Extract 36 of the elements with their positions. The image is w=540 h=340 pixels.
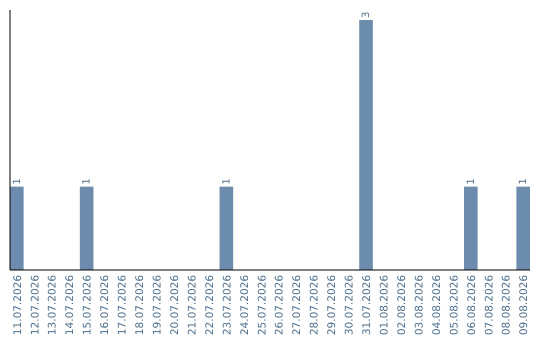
x-tick-label: 22.07.2026 xyxy=(204,274,216,336)
x-tick-label: 28.07.2026 xyxy=(308,274,321,336)
data-label: 1 xyxy=(221,178,232,185)
x-tick-label: 14.07.2026 xyxy=(64,274,76,336)
x-tick-label: 29.07.2026 xyxy=(326,274,338,336)
x-tick-label: 27.07.2026 xyxy=(291,274,304,336)
x-tick-label: 16.07.2026 xyxy=(99,274,112,336)
x-tick-label: 20.07.2026 xyxy=(168,274,181,336)
x-tick-label: 21.07.2026 xyxy=(186,274,198,336)
x-tick-label: 11.07.2026 xyxy=(12,274,24,336)
x-tick-label: 02.08.2026 xyxy=(396,274,408,336)
x-tick-label: 03.08.2026 xyxy=(413,274,426,336)
x-tick-label: 31.07.2026 xyxy=(361,274,374,336)
data-label: 1 xyxy=(12,178,23,185)
data-label: 1 xyxy=(518,178,530,185)
x-tick-label: 08.08.2026 xyxy=(500,274,513,336)
x-tick-label: 06.08.2026 xyxy=(466,274,478,336)
data-label: 3 xyxy=(361,12,372,18)
x-tick-label: 23.07.2026 xyxy=(221,274,234,336)
x-tick-label: 15.07.2026 xyxy=(82,274,94,336)
x-tick-label: 26.07.2026 xyxy=(274,274,286,336)
x-tick-label: 19.07.2026 xyxy=(152,274,164,336)
x-tick-label: 25.07.2026 xyxy=(256,274,268,336)
x-tick-label: 13.07.2026 xyxy=(46,274,59,336)
x-tick-label: 07.08.2026 xyxy=(483,274,496,336)
x-tick-label: 05.08.2026 xyxy=(448,274,460,336)
x-tick-label: 30.07.2026 xyxy=(344,274,356,336)
x-tick-label: 01.08.2026 xyxy=(378,274,390,336)
data-label: 1 xyxy=(466,178,477,185)
x-tick-label: 12.07.2026 xyxy=(29,274,42,336)
x-tick-label: 24.07.2026 xyxy=(238,274,251,336)
x-tick-label: 09.08.2026 xyxy=(518,274,530,336)
x-tick-label: 17.07.2026 xyxy=(116,274,129,336)
x-tick-label: 18.07.2026 xyxy=(134,274,146,336)
x-tick-label: 04.08.2026 xyxy=(430,274,443,336)
data-label: 1 xyxy=(82,178,93,185)
